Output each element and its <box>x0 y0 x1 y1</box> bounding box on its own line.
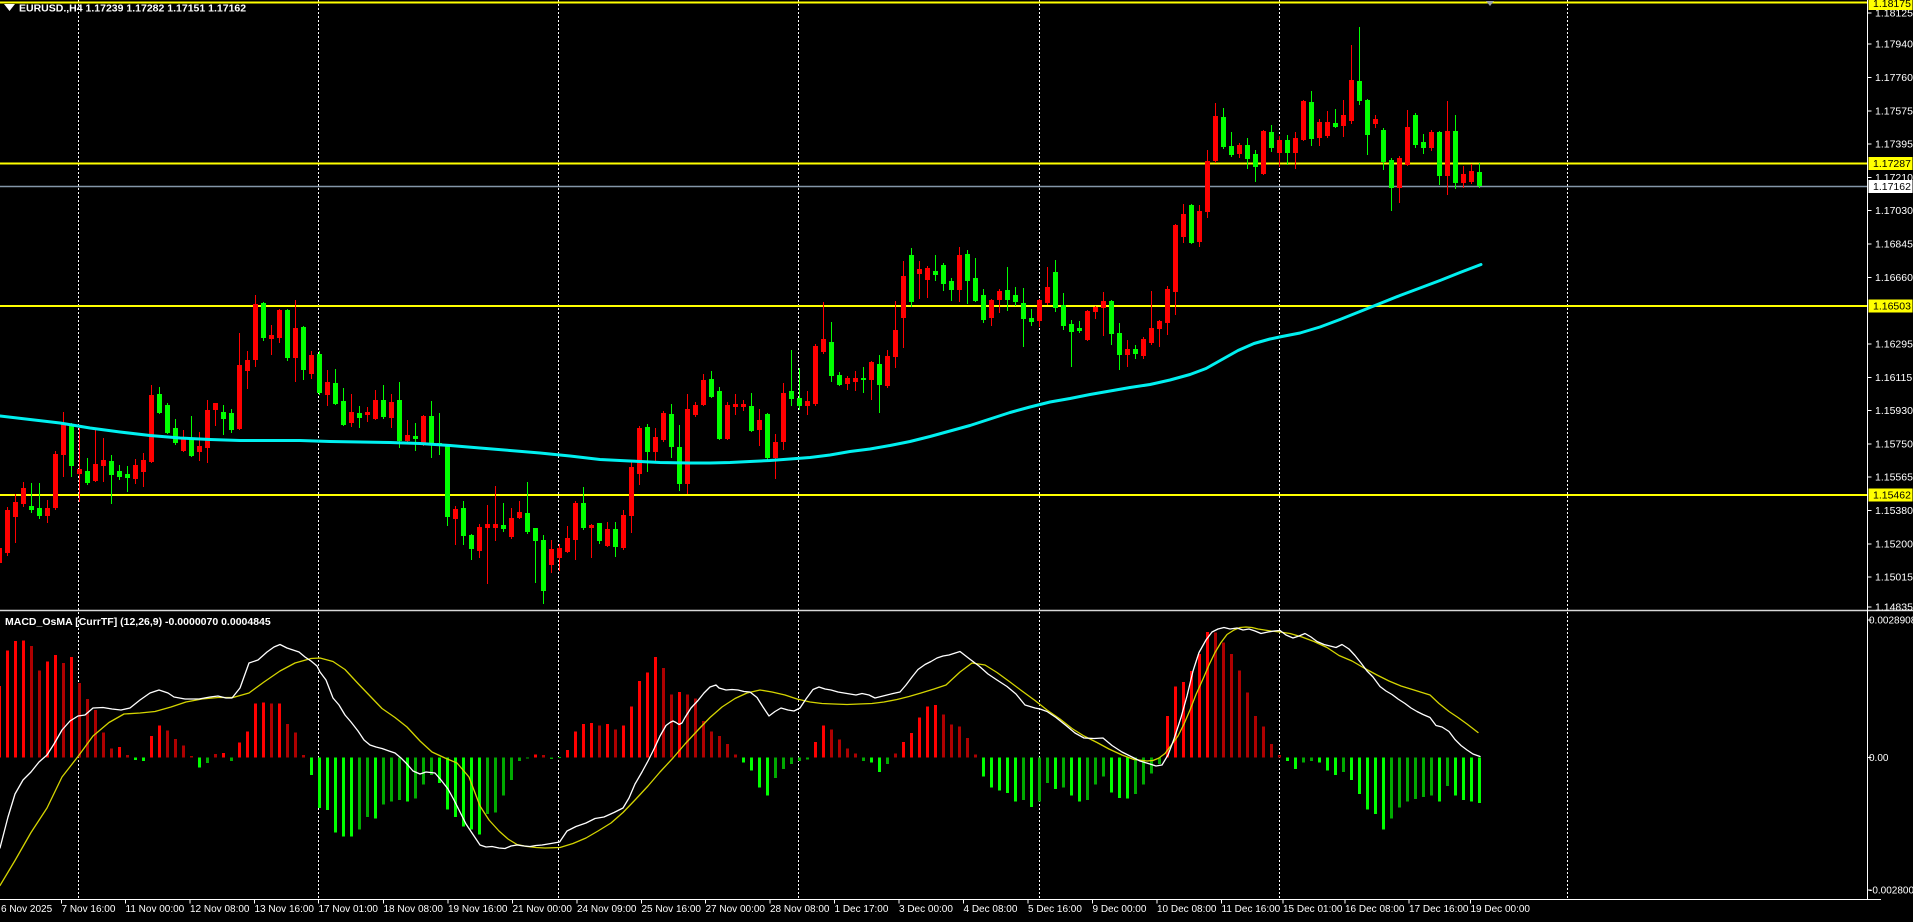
svg-text:1.17030: 1.17030 <box>1875 205 1913 217</box>
svg-text:1.15930: 1.15930 <box>1875 405 1913 417</box>
svg-text:27 Nov 00:00: 27 Nov 00:00 <box>706 904 766 915</box>
svg-text:4 Dec 08:00: 4 Dec 08:00 <box>964 904 1018 915</box>
svg-text:1.18175: 1.18175 <box>1873 0 1911 10</box>
svg-text:1.15750: 1.15750 <box>1875 439 1913 451</box>
svg-text:1.17575: 1.17575 <box>1875 106 1913 118</box>
svg-text:28 Nov 08:00: 28 Nov 08:00 <box>770 904 830 915</box>
svg-text:5 Dec 16:00: 5 Dec 16:00 <box>1028 904 1082 915</box>
svg-text:13 Nov 16:00: 13 Nov 16:00 <box>255 904 315 915</box>
svg-text:1.14835: 1.14835 <box>1875 602 1913 614</box>
svg-text:0.00: 0.00 <box>1869 753 1889 764</box>
svg-text:1.17287: 1.17287 <box>1873 158 1911 170</box>
svg-text:6 Nov 2025: 6 Nov 2025 <box>1 904 53 915</box>
svg-text:-0.002800: -0.002800 <box>1869 886 1913 897</box>
svg-text:12 Nov 08:00: 12 Nov 08:00 <box>190 904 250 915</box>
svg-text:9 Dec 00:00: 9 Dec 00:00 <box>1093 904 1147 915</box>
svg-text:19 Nov 16:00: 19 Nov 16:00 <box>448 904 508 915</box>
svg-text:0.0028908: 0.0028908 <box>1869 616 1913 627</box>
svg-text:24 Nov 09:00: 24 Nov 09:00 <box>577 904 637 915</box>
svg-text:1 Dec 17:00: 1 Dec 17:00 <box>835 904 889 915</box>
svg-text:1.16503: 1.16503 <box>1873 301 1911 313</box>
svg-text:1.16295: 1.16295 <box>1875 339 1913 351</box>
svg-text:17 Nov 01:00: 17 Nov 01:00 <box>319 904 379 915</box>
svg-text:1.17395: 1.17395 <box>1875 139 1913 151</box>
svg-text:10 Dec 08:00: 10 Dec 08:00 <box>1157 904 1217 915</box>
svg-text:1.17760: 1.17760 <box>1875 72 1913 84</box>
svg-text:1.17162: 1.17162 <box>1873 181 1911 193</box>
svg-text:1.16660: 1.16660 <box>1875 272 1913 284</box>
svg-text:EURUSD.,H4 1.17239 1.17282 1.: EURUSD.,H4 1.17239 1.17282 1.17151 1.171… <box>19 3 246 15</box>
svg-text:1.16845: 1.16845 <box>1875 239 1913 251</box>
svg-text:MACD_OsMA [CurrTF] (12,26,9) -: MACD_OsMA [CurrTF] (12,26,9) -0.0000070 … <box>5 616 271 628</box>
svg-text:16 Dec 08:00: 16 Dec 08:00 <box>1345 904 1405 915</box>
svg-text:1.15200: 1.15200 <box>1875 539 1913 551</box>
svg-text:1.15015: 1.15015 <box>1875 572 1913 584</box>
svg-text:15 Dec 01:00: 15 Dec 01:00 <box>1283 904 1343 915</box>
svg-text:1.15565: 1.15565 <box>1875 472 1913 484</box>
svg-text:7 Nov 16:00: 7 Nov 16:00 <box>62 904 116 915</box>
svg-text:3 Dec 00:00: 3 Dec 00:00 <box>899 904 953 915</box>
svg-text:19 Dec 00:00: 19 Dec 00:00 <box>1471 904 1531 915</box>
svg-text:21 Nov 00:00: 21 Nov 00:00 <box>513 904 573 915</box>
svg-text:25 Nov 16:00: 25 Nov 16:00 <box>642 904 702 915</box>
svg-text:11 Nov 00:00: 11 Nov 00:00 <box>126 904 185 915</box>
svg-text:1.18125: 1.18125 <box>1875 8 1913 20</box>
svg-text:1.15380: 1.15380 <box>1875 505 1913 517</box>
svg-text:1.17940: 1.17940 <box>1875 39 1913 51</box>
svg-text:11 Dec 16:00: 11 Dec 16:00 <box>1222 904 1281 915</box>
svg-text:17 Dec 16:00: 17 Dec 16:00 <box>1409 904 1469 915</box>
svg-text:1.15462: 1.15462 <box>1873 490 1911 502</box>
svg-text:1.16115: 1.16115 <box>1875 372 1912 384</box>
svg-text:18 Nov 08:00: 18 Nov 08:00 <box>384 904 444 915</box>
